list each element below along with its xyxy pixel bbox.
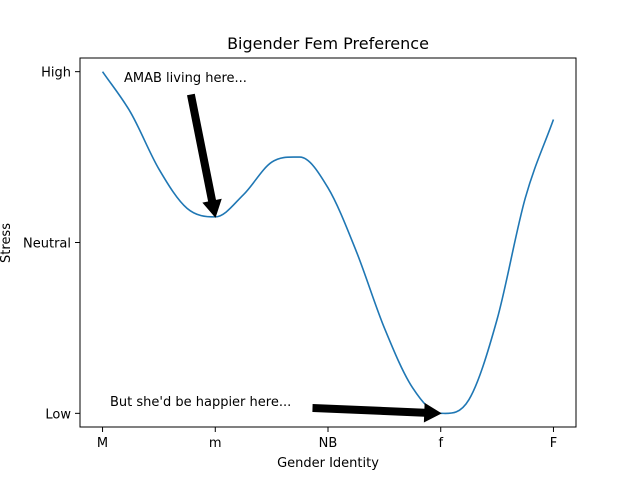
x-tick-label: m bbox=[209, 436, 222, 451]
chart-title: Bigender Fem Preference bbox=[227, 34, 429, 53]
annotation-arrow bbox=[312, 402, 442, 423]
y-tick-label: Low bbox=[45, 407, 71, 422]
x-tick-label: f bbox=[438, 436, 443, 451]
annotations: AMAB living here... But she'd be happier … bbox=[110, 71, 442, 423]
annotation-arrow bbox=[187, 93, 222, 218]
annotation-text: But she'd be happier here... bbox=[110, 395, 291, 410]
y-tick-label: Neutral bbox=[23, 237, 71, 252]
x-tick-label: M bbox=[97, 436, 108, 451]
x-tick-label: NB bbox=[319, 436, 338, 451]
y-tick-label: High bbox=[41, 66, 71, 81]
x-tick-label: F bbox=[550, 436, 557, 451]
annotation-text: AMAB living here... bbox=[124, 71, 247, 86]
plot-frame bbox=[79, 57, 577, 428]
y-axis-label: Stress bbox=[0, 223, 14, 263]
x-axis-label: Gender Identity bbox=[277, 456, 379, 471]
y-axis-ticks: Low Neutral High bbox=[23, 66, 80, 422]
series-line bbox=[101, 71, 555, 415]
